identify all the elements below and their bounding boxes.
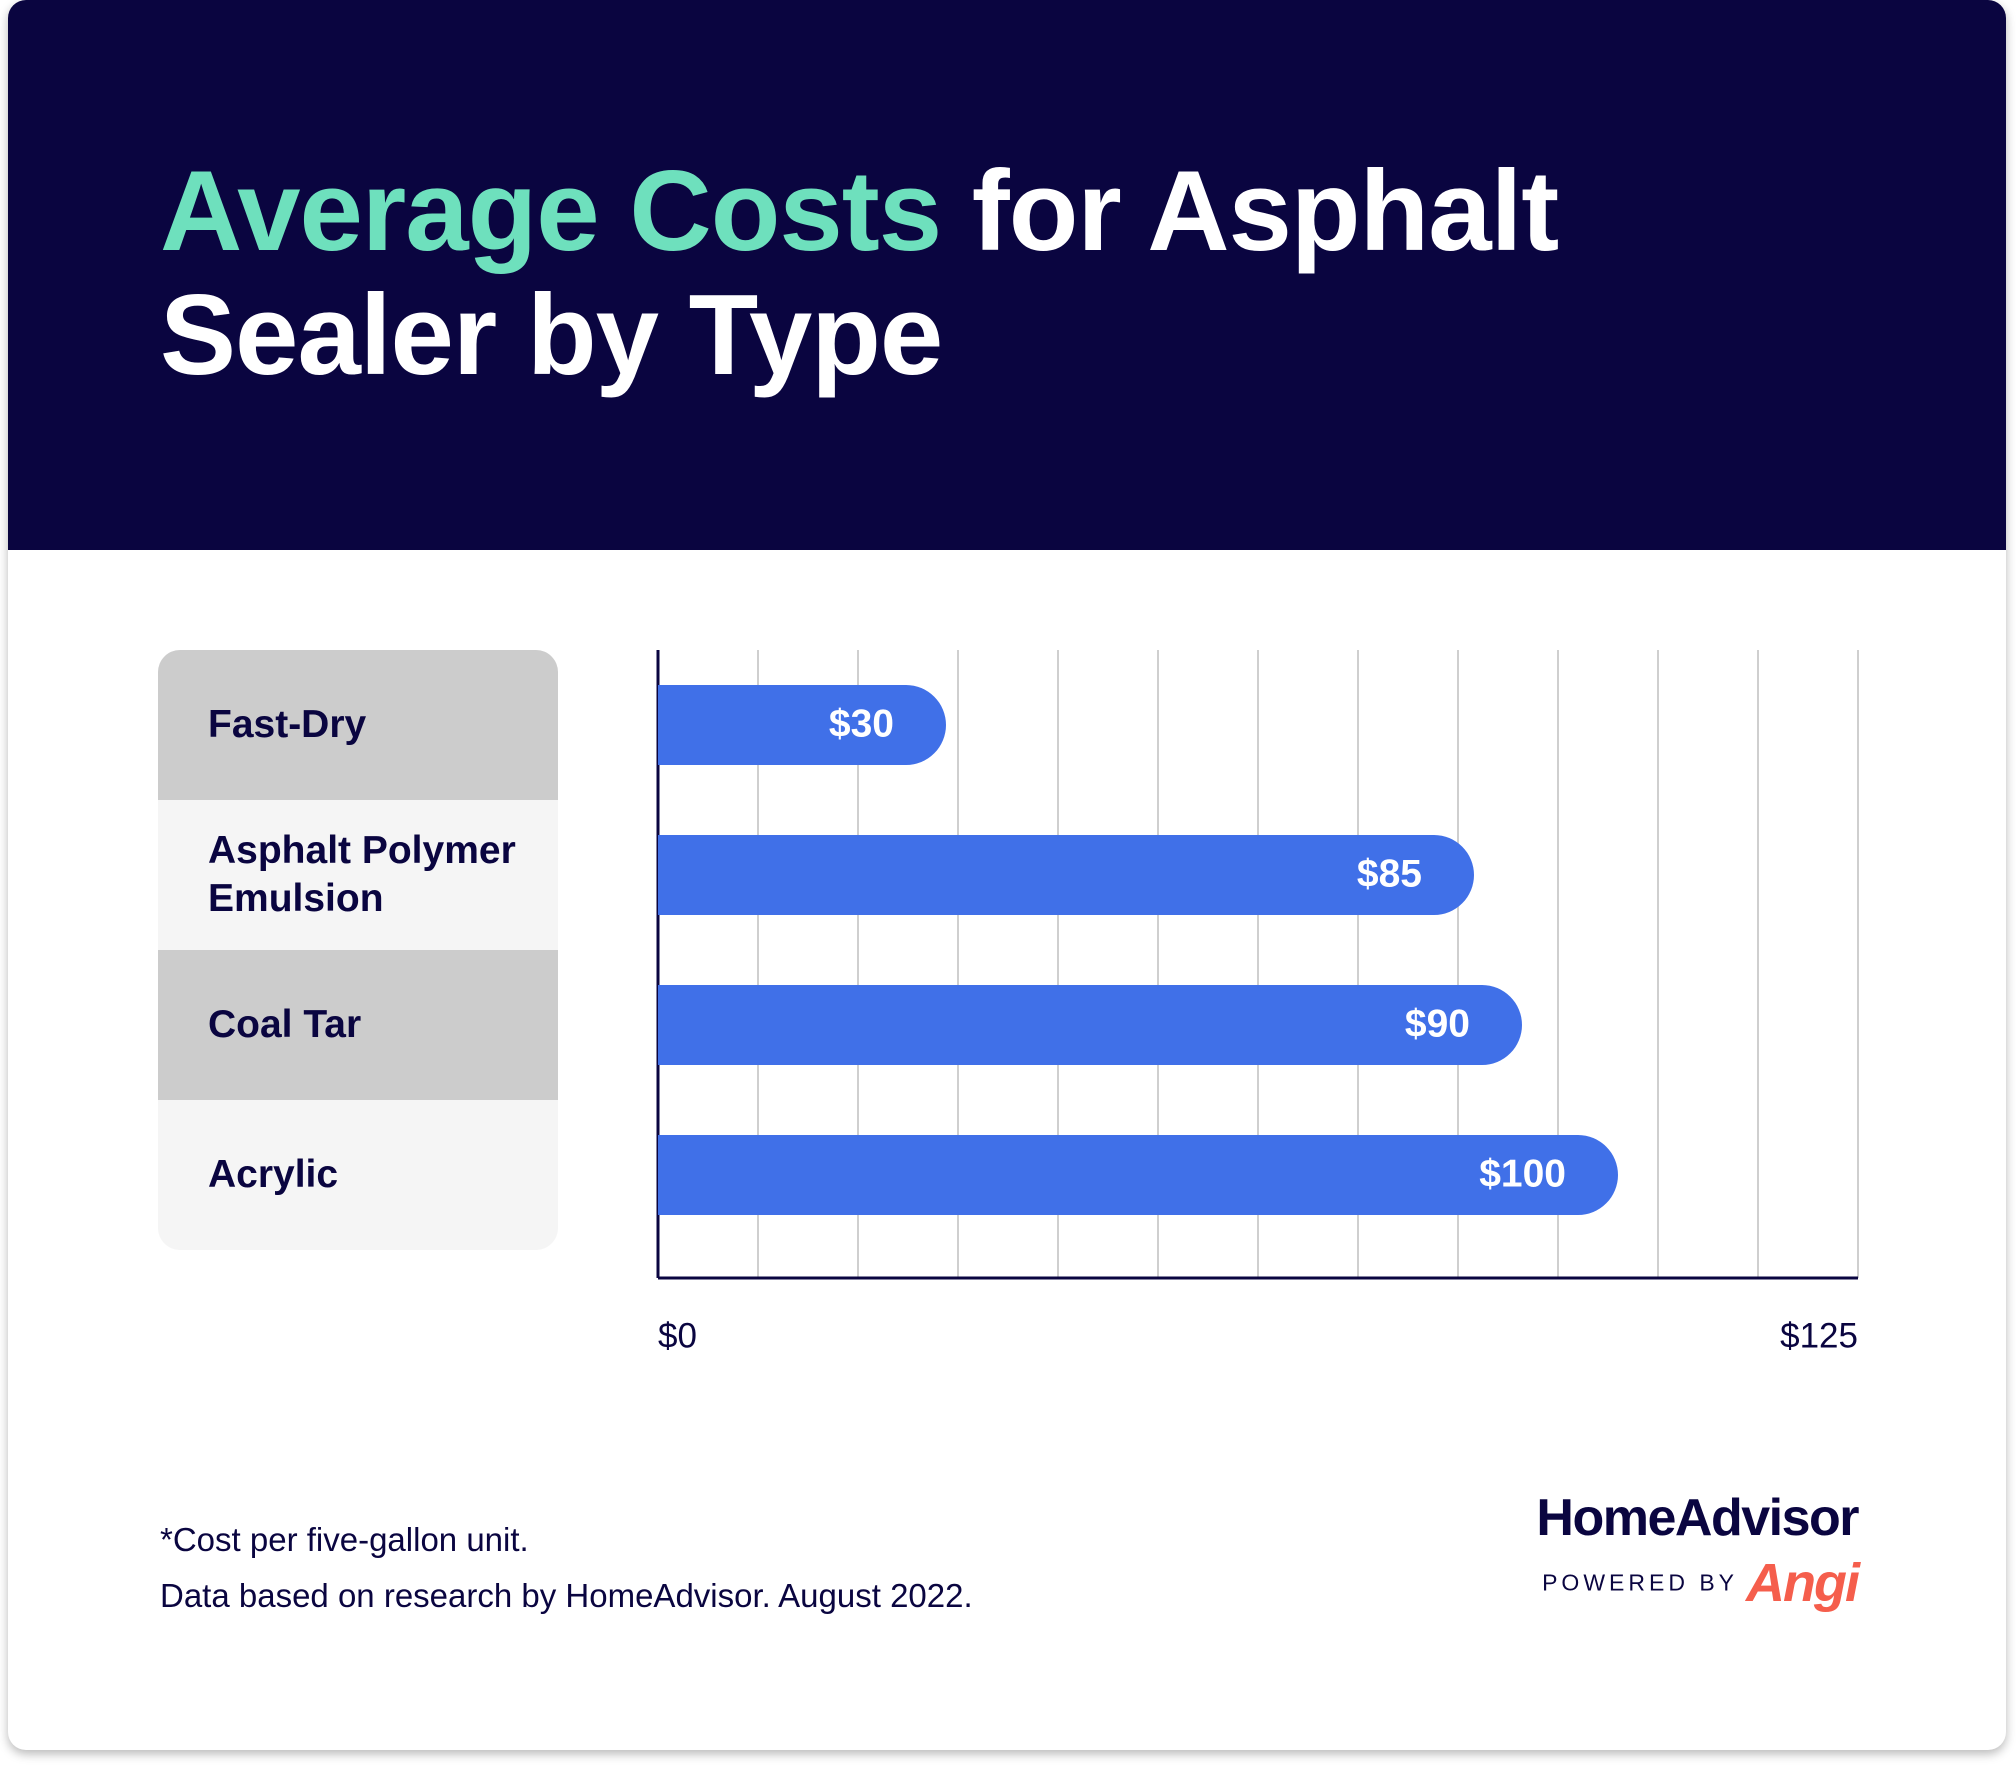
bar-value-label: $30 bbox=[829, 702, 894, 745]
bar-chart: $30 $85 $90 $100 $0 $125 bbox=[656, 650, 1859, 1355]
title-line2: Sealer by Type bbox=[160, 272, 943, 399]
x-tick-label: $0 bbox=[658, 1316, 697, 1355]
powered-by-logo: POWERED BY Angi bbox=[1508, 1552, 1860, 1614]
footnote-unit: *Cost per five-gallon unit. bbox=[160, 1521, 529, 1558]
category-label: Acrylic bbox=[208, 1153, 339, 1196]
bar bbox=[658, 835, 1474, 915]
bar-value-label: $85 bbox=[1357, 852, 1422, 895]
page-title: Average Costs for Asphalt Sealer by Type bbox=[160, 148, 1559, 399]
category-label-panel: Fast-Dry Asphalt Polymer Emulsion Coal T… bbox=[158, 650, 558, 1250]
category-label: Coal Tar bbox=[208, 1003, 362, 1046]
category-label-row: Asphalt Polymer Emulsion bbox=[158, 800, 558, 950]
powered-by-text: POWERED BY bbox=[1542, 1569, 1739, 1596]
bar-value-label: $100 bbox=[1479, 1152, 1566, 1195]
bar bbox=[658, 1135, 1618, 1215]
category-label-row: Acrylic bbox=[158, 1100, 558, 1250]
x-tick-label: $125 bbox=[1780, 1316, 1858, 1355]
footnote: *Cost per five-gallon unit. Data based o… bbox=[160, 1512, 973, 1624]
bar-value-label: $90 bbox=[1405, 1002, 1470, 1045]
category-label: Fast-Dry bbox=[208, 703, 367, 746]
category-label-row: Fast-Dry bbox=[158, 650, 558, 800]
bar bbox=[658, 985, 1522, 1065]
angi-logo: Angi bbox=[1746, 1553, 1860, 1613]
bar bbox=[658, 685, 946, 765]
category-label: Asphalt Polymer Emulsion bbox=[208, 829, 516, 920]
footnote-source: Data based on research by HomeAdvisor. A… bbox=[160, 1577, 973, 1614]
header-banner: Average Costs for Asphalt Sealer by Type bbox=[8, 0, 2006, 550]
title-line1-rest: for Asphalt bbox=[941, 148, 1559, 275]
title-highlight: Average Costs bbox=[160, 148, 942, 275]
infographic-card: Average Costs for Asphalt Sealer by Type … bbox=[8, 0, 2006, 1750]
homeadvisor-logo: HomeAdvisor bbox=[1536, 1489, 1859, 1547]
category-label-row: Coal Tar bbox=[158, 950, 558, 1100]
